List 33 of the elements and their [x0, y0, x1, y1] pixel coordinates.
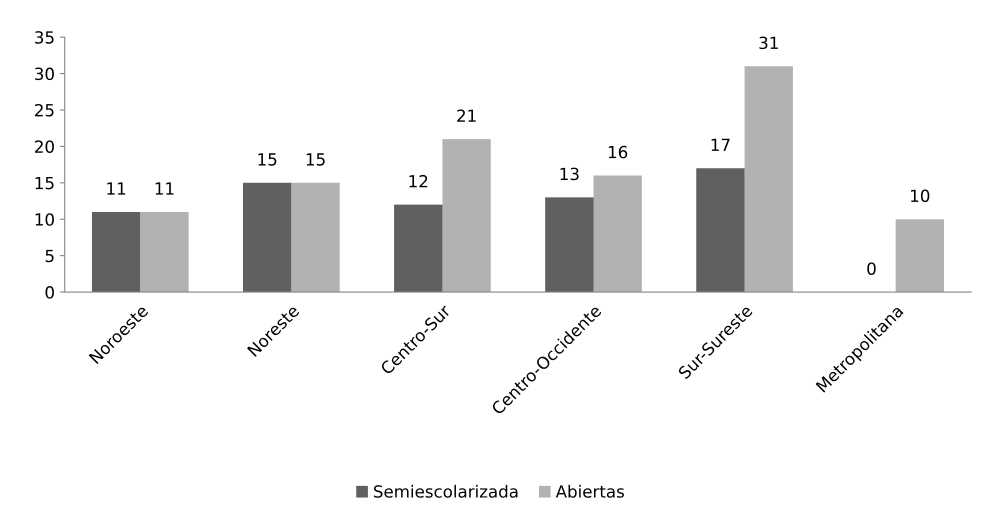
data-label: 15 — [306, 153, 325, 166]
bar — [744, 66, 793, 292]
y-tick-label: 0 — [46, 286, 54, 299]
data-label: 12 — [409, 174, 428, 188]
data-label: 16 — [608, 146, 628, 158]
y-tick-label: 10 — [36, 213, 54, 226]
bar — [896, 219, 944, 292]
bar — [545, 197, 594, 292]
data-label: 10 — [911, 190, 930, 202]
data-label: 11 — [156, 182, 174, 195]
bar — [442, 139, 491, 292]
data-label: 13 — [560, 168, 579, 180]
data-label: 17 — [712, 138, 730, 151]
y-tick-label: 20 — [35, 140, 54, 153]
bar — [394, 204, 442, 292]
legend-label: Abiertas — [556, 484, 624, 498]
y-tick-label: 35 — [35, 31, 54, 44]
bar — [92, 212, 140, 292]
bar — [594, 176, 642, 292]
y-tick-label: 5 — [46, 250, 54, 262]
bar — [140, 212, 189, 292]
data-label: 11 — [107, 182, 126, 195]
y-tick-label: 25 — [35, 104, 54, 117]
bar — [243, 182, 292, 292]
data-label: 21 — [457, 109, 476, 122]
data-label: 15 — [258, 153, 276, 166]
y-tick-label: 15 — [36, 176, 54, 190]
data-label: 0 — [867, 262, 876, 275]
data-label: 31 — [759, 36, 778, 50]
bar — [696, 168, 745, 292]
y-tick-label: 30 — [35, 68, 54, 80]
legend-label: Semiescolarizada — [374, 484, 518, 498]
bar — [291, 182, 340, 292]
